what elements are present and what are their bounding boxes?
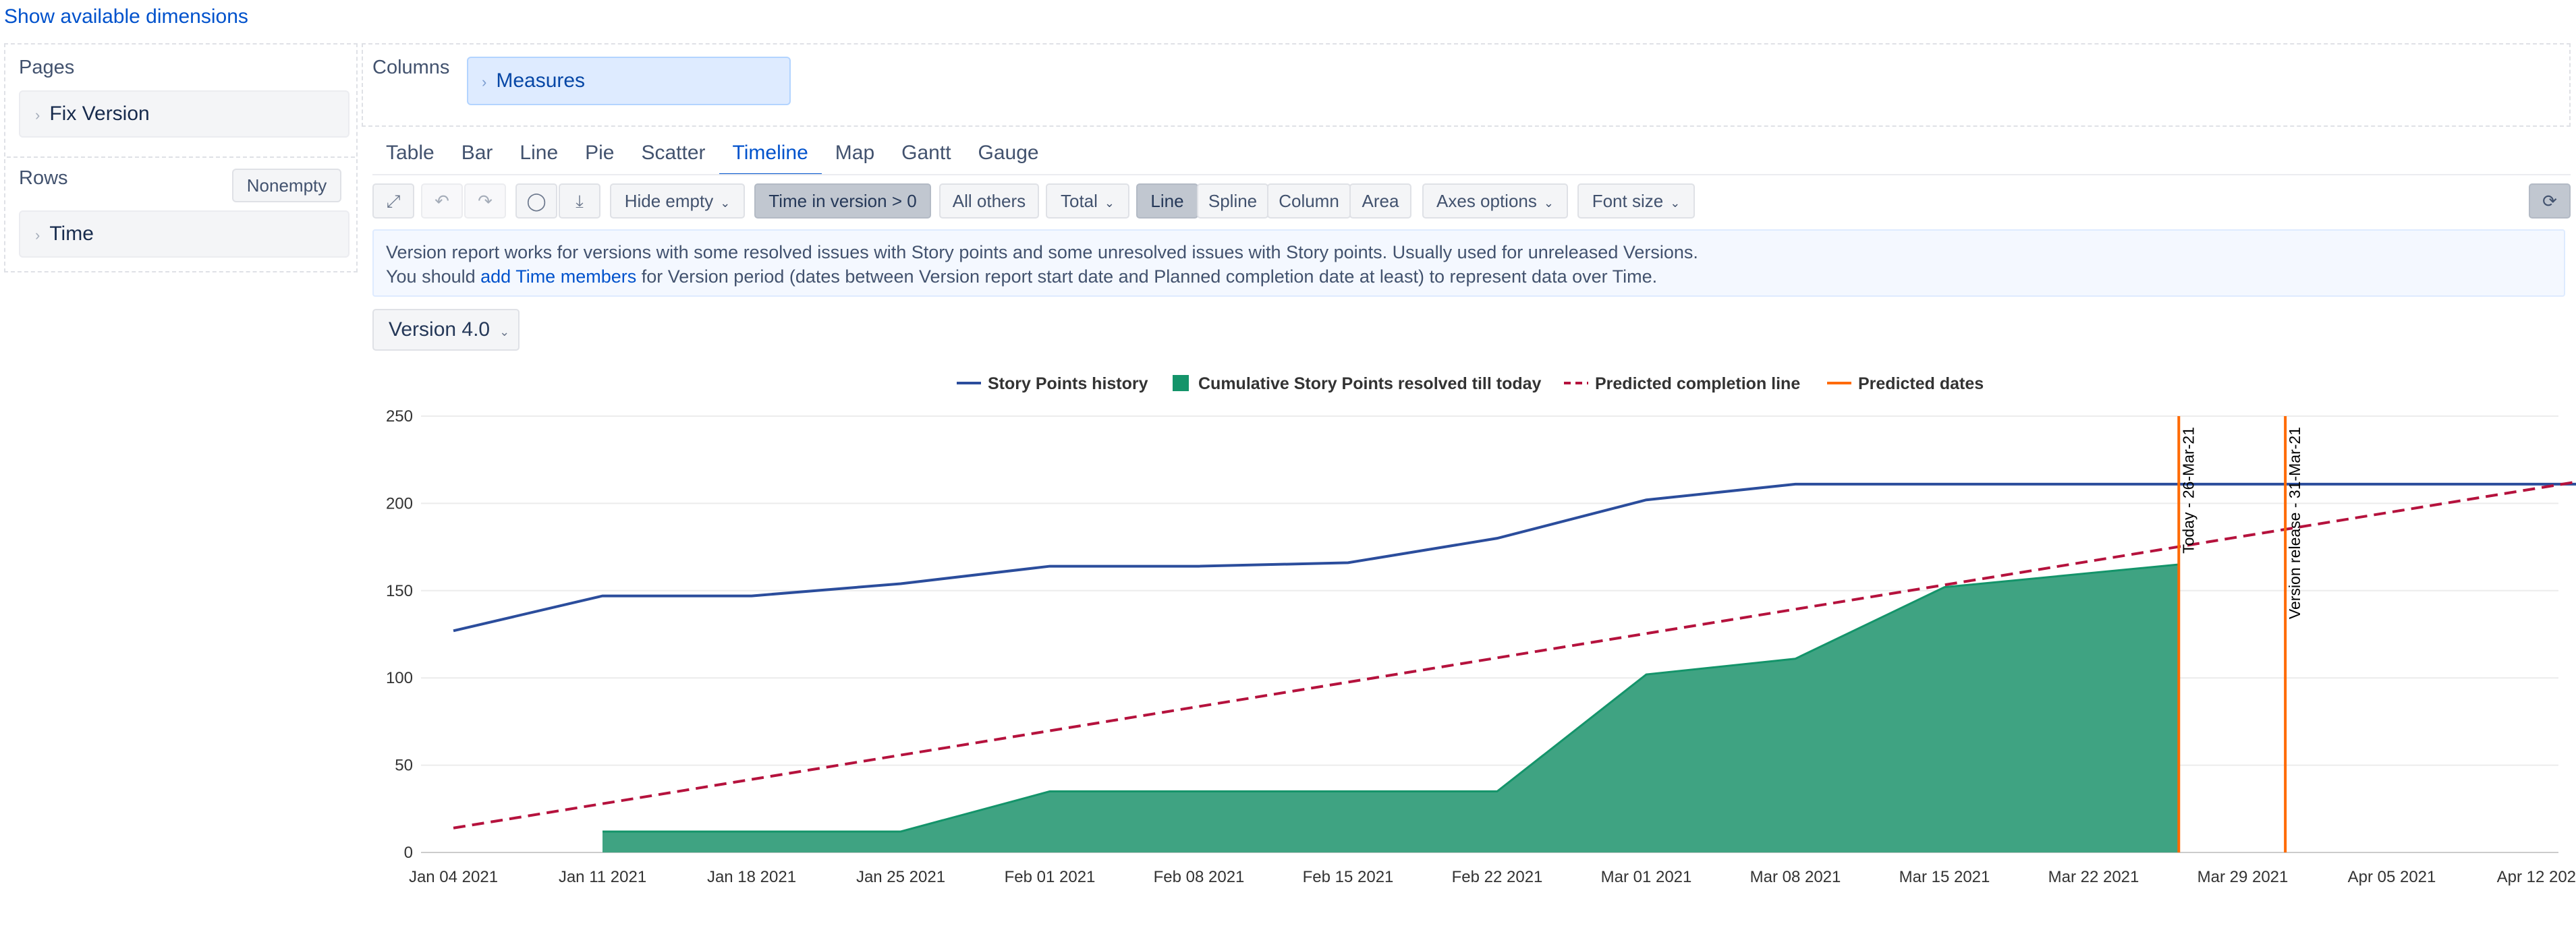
redo-button[interactable]: ↷ xyxy=(464,183,506,219)
download-icon: ⤓ xyxy=(576,191,584,211)
add-time-members-link[interactable]: add Time members xyxy=(480,266,637,287)
line-mode-button[interactable]: Line xyxy=(1136,183,1198,219)
x-tick-label: Feb 01 2021 xyxy=(1005,868,1096,886)
legend-entry: Story Points history xyxy=(988,374,1148,393)
info-line-1: Version report works for versions with s… xyxy=(386,242,1698,262)
tabs-divider xyxy=(372,174,2571,175)
refresh-icon: ⟳ xyxy=(2542,191,2557,211)
info-line-2: You should add Time members for Version … xyxy=(386,264,2552,289)
columns-panel: Columns › Measures xyxy=(362,43,2571,127)
series-predicted-completion-line xyxy=(453,480,2576,830)
font-size-dropdown[interactable]: Font size ⌄ xyxy=(1577,183,1695,219)
y-tick-label: 150 xyxy=(386,582,413,600)
undo-icon: ↶ xyxy=(435,191,449,211)
axes-options-label: Axes options xyxy=(1436,191,1537,211)
tab-gantt[interactable]: Gantt xyxy=(901,142,951,164)
columns-label: Columns xyxy=(372,57,450,78)
column-mode-button[interactable]: Column xyxy=(1267,183,1351,219)
comment-icon: ◯ xyxy=(526,191,547,211)
total-label: Total xyxy=(1060,191,1098,211)
rows-time-item[interactable]: › Time xyxy=(19,210,349,258)
y-tick-label: 50 xyxy=(395,757,413,775)
predicted-date-label: Version release - 31-Mar-21 xyxy=(2286,427,2303,619)
undo-button[interactable]: ↶ xyxy=(421,183,463,219)
nonempty-button[interactable]: Nonempty xyxy=(232,169,341,202)
tab-map[interactable]: Map xyxy=(835,142,875,164)
left-dimensions-panel: Pages › Fix Version Rows Nonempty › Time xyxy=(4,43,358,272)
x-tick-label: Feb 22 2021 xyxy=(1452,868,1543,886)
version-select-dropdown[interactable]: Version 4.0 ⌄ xyxy=(372,309,520,351)
chevron-down-icon: ⌄ xyxy=(499,325,510,339)
pages-fix-version-item[interactable]: › Fix Version xyxy=(19,90,349,138)
x-tick-label: Jan 11 2021 xyxy=(559,868,646,886)
x-tick-label: Jan 25 2021 xyxy=(856,868,945,886)
x-tick-label: Jan 18 2021 xyxy=(707,868,796,886)
tab-table[interactable]: Table xyxy=(386,142,435,164)
hide-empty-label: Hide empty xyxy=(624,191,714,211)
rows-divider xyxy=(7,156,355,158)
version-select-label: Version 4.0 xyxy=(389,318,491,341)
x-tick-label: Feb 15 2021 xyxy=(1303,868,1394,886)
rows-label: Rows xyxy=(19,167,68,189)
axes-options-dropdown[interactable]: Axes options ⌄ xyxy=(1422,183,1568,219)
hide-empty-dropdown[interactable]: Hide empty ⌄ xyxy=(610,183,745,219)
legend-entry: Cumulative Story Points resolved till to… xyxy=(1198,374,1542,393)
x-tick-label: Mar 01 2021 xyxy=(1601,868,1692,886)
legend-symbol-area xyxy=(1173,375,1189,391)
series-area-outline xyxy=(603,563,2179,833)
version-report-info: Version report works for versions with s… xyxy=(372,229,2565,297)
legend-entry: Predicted dates xyxy=(1858,374,1984,393)
x-tick-label: Mar 08 2021 xyxy=(1750,868,1841,886)
predicted-date-label: Today - 26-Mar-21 xyxy=(2179,427,2197,554)
all-others-button[interactable]: All others xyxy=(939,183,1039,219)
chart-toolbar: ⤢ ↶ ↷ ◯ ⤓ Hide empty ⌄ Time in version > … xyxy=(372,183,2571,220)
chevron-right-icon: › xyxy=(482,74,487,90)
comment-button[interactable]: ◯ xyxy=(515,183,557,219)
x-tick-label: Feb 08 2021 xyxy=(1154,868,1245,886)
total-dropdown[interactable]: Total ⌄ xyxy=(1046,183,1129,219)
chevron-right-icon: › xyxy=(35,227,40,243)
time-label: Time xyxy=(49,223,94,245)
fix-version-label: Fix Version xyxy=(49,103,150,125)
x-tick-label: Mar 15 2021 xyxy=(1899,868,1990,886)
tab-line[interactable]: Line xyxy=(520,142,559,164)
series-line-story-points-history xyxy=(453,482,2576,633)
chevron-down-icon: ⌄ xyxy=(1543,196,1554,210)
x-tick-label: Jan 04 2021 xyxy=(409,868,498,886)
columns-measures-item[interactable]: › Measures xyxy=(467,57,791,105)
spline-mode-button[interactable]: Spline xyxy=(1197,183,1268,219)
fullscreen-button[interactable]: ⤢ xyxy=(372,183,414,219)
redo-icon: ↷ xyxy=(478,191,493,211)
chevron-right-icon: › xyxy=(35,107,40,123)
x-tick-label: Mar 22 2021 xyxy=(2048,868,2139,886)
y-tick-label: 200 xyxy=(386,494,413,513)
refresh-button[interactable]: ⟳ xyxy=(2529,183,2571,219)
tab-scatter[interactable]: Scatter xyxy=(641,142,706,164)
show-dimensions-link[interactable]: Show available dimensions xyxy=(4,5,248,28)
expand-icon: ⤢ xyxy=(386,191,401,211)
y-tick-label: 0 xyxy=(404,844,413,862)
chevron-down-icon: ⌄ xyxy=(1670,196,1681,210)
x-tick-label: Apr 12 2021 xyxy=(2497,868,2576,886)
chevron-down-icon: ⌄ xyxy=(1104,196,1115,210)
font-size-label: Font size xyxy=(1592,191,1664,211)
info-line-2-post: for Version period (dates between Versio… xyxy=(636,266,1658,287)
y-tick-label: 100 xyxy=(386,669,413,687)
tab-gauge[interactable]: Gauge xyxy=(978,142,1039,164)
measures-label: Measures xyxy=(496,69,586,92)
x-tick-label: Mar 29 2021 xyxy=(2197,868,2289,886)
tab-pie[interactable]: Pie xyxy=(585,142,615,164)
time-in-version-filter-button[interactable]: Time in version > 0 xyxy=(754,183,931,219)
series-area-cumulative-resolved xyxy=(603,564,2179,852)
info-line-2-pre: You should xyxy=(386,266,481,287)
y-tick-label: 250 xyxy=(386,407,413,426)
chevron-down-icon: ⌄ xyxy=(720,196,731,210)
legend-entry: Predicted completion line xyxy=(1595,374,1800,393)
area-mode-button[interactable]: Area xyxy=(1349,183,1411,219)
export-button[interactable]: ⤓ xyxy=(559,183,600,219)
x-tick-label: Apr 05 2021 xyxy=(2348,868,2436,886)
pages-label: Pages xyxy=(19,57,75,78)
tab-bar[interactable]: Bar xyxy=(461,142,493,164)
